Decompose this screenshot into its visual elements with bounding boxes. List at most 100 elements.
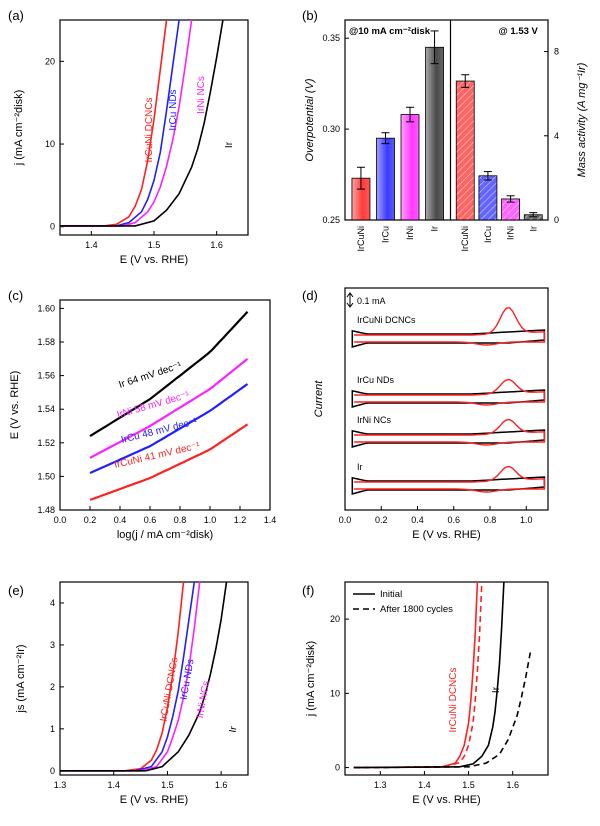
panel-a-xlabel: E (V vs. RHE) [120, 254, 188, 266]
panel-d-cv-black [351, 429, 546, 448]
panel-e-xtick-label: 1.3 [54, 780, 67, 790]
panel-d-trace-label: IrCuNi DCNCs [357, 315, 416, 325]
panel-c-ylabel: E (V vs. RHE) [9, 371, 21, 439]
panel-d-cv-black [351, 389, 546, 408]
panel-c-xtick-label: 1.0 [204, 515, 217, 525]
panel-a-xtick-label: 1.5 [148, 240, 161, 250]
panel-label-d: (d) [302, 288, 318, 303]
panel-e-series-line [60, 581, 185, 772]
panel-d-xtick-label: 0.8 [484, 515, 497, 525]
panel-d-xtick-label: 0.2 [375, 515, 388, 525]
panel-b-category-label: Ir [528, 226, 538, 232]
panel-f-ytick-label: 20 [330, 614, 340, 624]
panel-d-scale-label: 0.1 mA [357, 296, 386, 306]
panel-c-xtick-label: 0.4 [114, 515, 127, 525]
panel-f-legend-label: Initial [380, 589, 402, 600]
panel-c-ytick-label: 1.56 [37, 371, 55, 381]
panel-f-xtick-label: 1.3 [374, 780, 387, 790]
panel-c-xtick-label: 0.6 [144, 515, 157, 525]
panel-d-frame [344, 287, 549, 511]
panel-f-series-line [353, 652, 532, 769]
panel-b-left-ylabel: Overpotential (V) [304, 78, 316, 161]
panel-b-overpotential-bar [376, 137, 395, 221]
panel-a-ytick-label: 20 [45, 56, 55, 66]
panel-e-xtick-label: 1.4 [107, 780, 120, 790]
panel-a-curve-label: IrNi NCs [196, 76, 207, 114]
panel-c-frame [59, 299, 271, 511]
panel-c-series-label: IrNi 58 mV dec⁻¹ [116, 390, 192, 421]
panel-f-ytick-label: 0 [335, 763, 340, 773]
panel-b-ytick-label: 0 [554, 215, 559, 225]
panel-d-xtick-label: 0.0 [339, 515, 352, 525]
panel-e-series-line [60, 581, 196, 772]
panel-e-curve-label: IrCu NDs [179, 658, 197, 700]
panel-e-xlabel: E (V vs. RHE) [120, 794, 188, 806]
panel-b-overpotential-bar [400, 114, 420, 221]
panel-d-xtick-label: 0.4 [411, 515, 424, 525]
panel-e-ytick-label: 2 [50, 682, 55, 692]
panel-e-curve-label: IrCuNi DCNCs [158, 657, 180, 723]
panel-f-xtick-label: 1.5 [462, 780, 475, 790]
panel-b-ytick-label: 0.25 [322, 215, 340, 225]
panel-e-ylabel: js (mA cm⁻²Ir) [15, 644, 27, 713]
panel-b-category-label: IrCuNi [356, 226, 366, 252]
panel-f-series-line [353, 581, 479, 769]
panel-c-ytick-label: 1.54 [37, 404, 55, 414]
panel-e-ytick-label: 4 [50, 598, 55, 608]
panel-d-cv-black [351, 329, 546, 348]
panel-f-xtick-label: 1.6 [506, 780, 519, 790]
panel-label-e: (e) [8, 583, 24, 598]
panel-b-category-label: Ir [430, 226, 440, 232]
panel-d-cv-red [354, 418, 546, 446]
panel-c-series-line [89, 423, 249, 501]
panel-e-curve-label: Ir [228, 725, 240, 734]
panel-f-series-line [353, 581, 505, 769]
panel-a-xtick-label: 1.4 [85, 240, 98, 250]
panel-a-curve-label: Ir [224, 141, 235, 148]
panel-d-trace-label: Ir [357, 462, 363, 472]
panel-b-category-label: IrNi [506, 226, 516, 240]
panel-c-xtick-label: 1.2 [234, 515, 247, 525]
panel-label-f: (f) [302, 583, 314, 598]
panel-label-c: (c) [8, 288, 23, 303]
panel-b-category-label: IrCu [380, 226, 390, 243]
panel-d-cv-black [351, 476, 546, 495]
panel-label-b: (b) [302, 8, 318, 23]
panel-c-ytick-label: 1.60 [37, 303, 55, 313]
panel-c-ytick-label: 1.50 [37, 471, 55, 481]
panel-d-cv-red [354, 378, 546, 406]
panel-c-xtick-label: 0.8 [174, 515, 187, 525]
panel-f-xlabel: E (V vs. RHE) [412, 794, 480, 806]
panel-a-series-line [60, 19, 224, 227]
panel-d-cv-red [354, 306, 546, 346]
panel-b-mass-activity-bar [478, 175, 498, 221]
panel-b-right-header: @ 1.53 V [499, 26, 539, 37]
panel-f-curve-label: Ir [491, 686, 502, 693]
panel-b-frame [344, 19, 549, 221]
panel-a-ylabel: j (mA cm⁻²disk) [13, 90, 25, 166]
panel-b-left-header: @10 mA cm⁻²disk [349, 26, 431, 37]
panel-b-ytick-label: 8 [554, 47, 559, 57]
panel-e-ytick-label: 3 [50, 640, 55, 650]
panel-e-ytick-label: 1 [50, 724, 55, 734]
panel-b-overpotential-bar [425, 46, 444, 221]
panel-e-series-line [60, 581, 201, 772]
panel-a-ytick-label: 10 [45, 139, 55, 149]
panel-c-series-label: Ir 64 mV dec⁻¹ [118, 360, 184, 391]
panel-c-xlabel: log(j / mA cm⁻²disk) [117, 529, 213, 541]
panel-e-xtick-label: 1.6 [215, 780, 228, 790]
panel-a-series-line [60, 19, 180, 227]
panel-d-cv-red [354, 465, 546, 493]
panel-f-frame [344, 581, 549, 776]
panel-f-ylabel: j (mA cm⁻²disk) [305, 641, 317, 717]
panel-a-xtick-label: 1.6 [210, 240, 223, 250]
panel-b-right-ylabel: Mass activity (A mg⁻¹Ir) [576, 62, 588, 177]
panel-d-ylabel: Current [313, 380, 325, 418]
panel-a-ytick-label: 0 [50, 222, 55, 232]
panel-b-ytick-label: 0.30 [322, 124, 340, 134]
panel-b-ytick-label: 4 [554, 131, 559, 141]
panel-d-trace-label: IrNi NCs [357, 415, 391, 425]
panel-e-xtick-label: 1.5 [161, 780, 174, 790]
panel-a-series-line [60, 19, 193, 227]
